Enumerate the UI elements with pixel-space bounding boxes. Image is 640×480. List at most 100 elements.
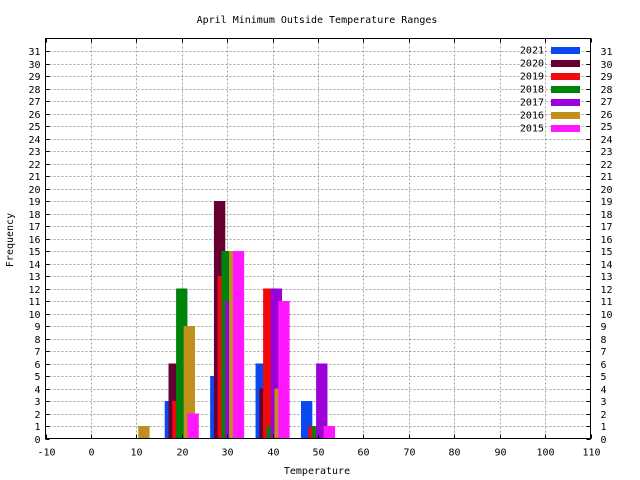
y-tick-label: 29: [28, 72, 40, 83]
y-tick-label: 7: [34, 347, 40, 358]
y2-tick-label: 23: [601, 147, 613, 158]
y2-tick-label: 9: [601, 322, 607, 333]
legend-swatch-2018: [551, 86, 580, 93]
bar-2021: [300, 401, 313, 439]
y-tick-label: 18: [28, 210, 40, 221]
plot-frame: [45, 38, 591, 439]
y2-tick-label: 5: [601, 372, 607, 383]
legend-label-2017: 2017: [520, 98, 544, 109]
y-tick-label: 14: [28, 260, 40, 271]
bar-2015: [232, 251, 245, 439]
legend-swatch-2021: [551, 47, 580, 54]
y2-tick-label: 11: [601, 297, 613, 308]
chart-title: April Minimum Outside Temperature Ranges: [197, 15, 438, 26]
y-tick-label: 31: [28, 47, 40, 58]
y-tick-label: 6: [34, 360, 40, 371]
x-tick-label: 80: [448, 448, 460, 459]
y2-tick-label: 3: [601, 397, 607, 408]
legend-swatch-2016: [551, 112, 580, 119]
x-tick-label: 20: [176, 448, 188, 459]
y-tick-label: 2: [34, 410, 40, 421]
x-tick-label: 100: [536, 448, 554, 459]
legend-label-2015: 2015: [520, 124, 544, 135]
y2-tick-label: 26: [601, 110, 613, 121]
bars: [138, 201, 336, 439]
y2-tick-label: 18: [601, 210, 613, 221]
y2-tick-label: 19: [601, 197, 613, 208]
y-tick-label: 28: [28, 85, 40, 96]
y2-tick-label: 20: [601, 185, 613, 196]
y2-tick-label: 4: [601, 385, 607, 396]
y-tick-label: 8: [34, 335, 40, 346]
legend-swatch-2015: [551, 125, 580, 132]
bar-2015: [278, 301, 290, 439]
y-tick-label: 16: [28, 235, 40, 246]
y2-tick-label: 17: [601, 222, 613, 233]
y-axis-label: Frequency: [5, 213, 16, 267]
y-tick-label: 17: [28, 222, 40, 233]
y2-tick-label: 8: [601, 335, 607, 346]
y-tick-label: 22: [28, 160, 40, 171]
y-tick-label: 15: [28, 247, 40, 258]
y2-tick-label: 15: [601, 247, 613, 258]
y-tick-label: 13: [28, 272, 40, 283]
y2-tick-label: 6: [601, 360, 607, 371]
x-tick-label: 70: [403, 448, 415, 459]
y-tick-label: 1: [34, 422, 40, 433]
y-tick-label: 23: [28, 147, 40, 158]
bar-2016: [183, 326, 195, 439]
x-tick-label: 0: [88, 448, 94, 459]
y2-tick-label: 12: [601, 285, 613, 296]
y-tick-label: 30: [28, 60, 40, 71]
y-tick-label: 24: [28, 135, 40, 146]
y-tick-label: 21: [28, 172, 40, 183]
bar-2015: [323, 426, 336, 439]
y2-tick-label: 16: [601, 235, 613, 246]
y-tick-label: 5: [34, 372, 40, 383]
x-tick-label: 40: [267, 448, 279, 459]
y2-tick-label: 10: [601, 310, 613, 321]
y-tick-label: 25: [28, 122, 40, 133]
y2-tick-label: 30: [601, 60, 613, 71]
bar-2017: [270, 288, 283, 439]
x-tick-label: 60: [357, 448, 369, 459]
y-tick-label: 19: [28, 197, 40, 208]
y-tick-label: 0: [34, 435, 40, 446]
y2-tick-label: 0: [601, 435, 607, 446]
bar-2018: [176, 288, 188, 439]
y-tick-label: 4: [34, 385, 40, 396]
y-tick-label: 11: [28, 297, 40, 308]
x-tick-label: 30: [221, 448, 233, 459]
legend: 2021 2020 2019 2018 2017 2016 2015: [520, 46, 580, 135]
y2-tick-label: 27: [601, 97, 613, 108]
y2-tick-label: 2: [601, 410, 607, 421]
y2-tick-label: 1: [601, 422, 607, 433]
bar-2015: [187, 413, 199, 439]
legend-label-2016: 2016: [520, 111, 544, 122]
y2-tick-label: 28: [601, 85, 613, 96]
y2-tick-label: 22: [601, 160, 613, 171]
x-tick-label: 110: [582, 448, 600, 459]
legend-label-2020: 2020: [520, 59, 544, 70]
y2-tick-label: 21: [601, 172, 613, 183]
y2-tick-label: 31: [601, 47, 613, 58]
legend-swatch-2019: [551, 73, 580, 80]
y2-tick-label: 25: [601, 122, 613, 133]
legend-label-2021: 2021: [520, 46, 544, 57]
x-tick-label: 50: [312, 448, 324, 459]
y2-tick-label: 24: [601, 135, 613, 146]
y2-tick-label: 7: [601, 347, 607, 358]
x-axis-label: Temperature: [284, 466, 350, 477]
y-tick-label: 26: [28, 110, 40, 121]
legend-swatch-2017: [551, 99, 580, 106]
y2-tick-label: 13: [601, 272, 613, 283]
legend-swatch-2020: [551, 60, 580, 67]
x-tick-label: -10: [37, 448, 55, 459]
x-tick-label: 10: [130, 448, 142, 459]
y2-tick-label: 14: [601, 260, 613, 271]
y-tick-label: 20: [28, 185, 40, 196]
bar-2017: [316, 363, 328, 439]
y-tick-label: 3: [34, 397, 40, 408]
